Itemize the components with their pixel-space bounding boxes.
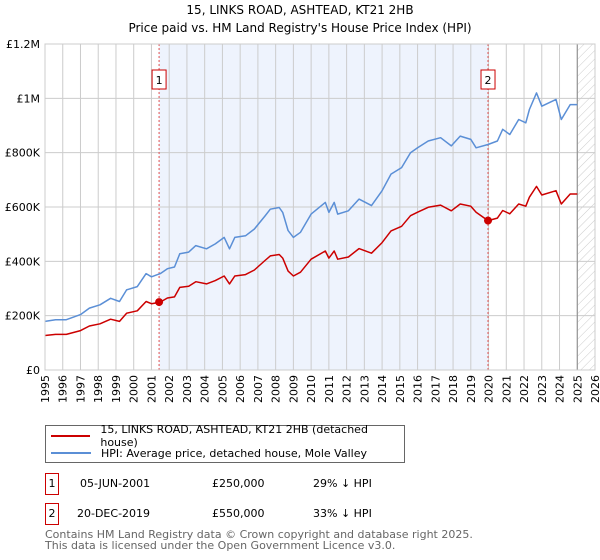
x-tick-label: 2017 (429, 375, 442, 403)
x-tick-label: 2018 (447, 375, 460, 403)
y-tick-label: £1M (17, 92, 41, 105)
x-tick-label: 2014 (376, 375, 389, 403)
x-tick-label: 2010 (305, 375, 318, 403)
x-tick-label: 2001 (145, 375, 158, 403)
x-tick-label: 2011 (323, 375, 336, 403)
sale-number: 2 (45, 503, 59, 525)
sale-marker-box (151, 69, 167, 90)
chart-title: 15, LINKS ROAD, ASHTEAD, KT21 2HB (186, 3, 413, 17)
sale-point (155, 298, 164, 307)
x-tick-label: 2026 (589, 375, 600, 403)
legend-item-hpi: HPI: Average price, detached house, Mole… (51, 445, 367, 461)
y-tick-label: £600K (5, 201, 41, 214)
x-tick-label: 2006 (234, 375, 247, 403)
x-tick-label: 2007 (252, 375, 265, 403)
sale-row-1: 1 05-JUN-2001 £250,000 29% ↓ HPI (45, 473, 545, 495)
legend-label-property: 15, LINKS ROAD, ASHTEAD, KT21 2HB (detac… (100, 423, 368, 449)
sale-marker-label: 2 (485, 74, 492, 87)
x-tick-label: 2022 (518, 375, 531, 403)
sale-price: £250,000 (212, 477, 265, 490)
y-tick-label: £1.2M (6, 38, 40, 51)
x-tick-label: 2015 (394, 375, 407, 403)
legend-swatch-red (51, 435, 91, 437)
legend: 15, LINKS ROAD, ASHTEAD, KT21 2HB (detac… (45, 423, 405, 463)
x-tick-label: 1999 (110, 375, 123, 403)
price-chart: 15, LINKS ROAD, ASHTEAD, KT21 2HB Price … (5, 3, 600, 403)
hpi-line (44, 92, 578, 323)
property-price-line (44, 185, 578, 337)
x-tick-label: 2009 (287, 375, 300, 403)
x-tick-label: 2005 (216, 375, 229, 403)
x-tick-label: 2019 (465, 375, 478, 403)
y-tick-label: £400K (5, 255, 41, 268)
legend-swatch-blue (51, 452, 91, 454)
sale-date: 20-DEC-2019 (77, 507, 151, 520)
sale-delta: 29% ↓ HPI (313, 477, 372, 490)
x-tick-label: 2024 (554, 375, 567, 403)
footer-line-2: This data is licensed under the Open Gov… (45, 539, 396, 552)
legend-label-hpi: HPI: Average price, detached house, Mole… (101, 446, 367, 460)
footer-line-1: Contains HM Land Registry data © Crown c… (45, 528, 473, 541)
x-tick-label: 2020 (483, 375, 496, 403)
x-tick-label: 1996 (57, 375, 70, 403)
plot-frame (44, 43, 596, 371)
y-tick-label: £800K (5, 147, 41, 160)
x-tick-label: 2013 (358, 375, 371, 403)
y-tick-label: £0 (26, 364, 40, 377)
sale-price: £550,000 (212, 507, 265, 520)
legend-item-property: 15, LINKS ROAD, ASHTEAD, KT21 2HB (detac… (51, 423, 404, 449)
x-tick-label: 1995 (39, 375, 52, 403)
y-tick-label: £200K (5, 310, 41, 323)
x-tick-label: 2025 (571, 375, 584, 403)
x-tick-label: 2003 (181, 375, 194, 403)
sale-marker-label: 1 (156, 74, 163, 87)
x-tick-label: 1997 (74, 375, 87, 403)
x-tick-label: 2004 (199, 375, 212, 403)
sale-row-2: 2 20-DEC-2019 £550,000 33% ↓ HPI (45, 503, 545, 525)
x-tick-label: 2000 (128, 375, 141, 403)
x-tick-label: 2012 (341, 375, 354, 403)
x-tick-label: 2021 (500, 375, 513, 403)
x-tick-label: 1998 (92, 375, 105, 403)
x-tick-label: 2016 (412, 375, 425, 403)
sale-delta: 33% ↓ HPI (313, 507, 372, 520)
sale-marker-box (480, 69, 496, 90)
x-tick-label: 2008 (270, 375, 283, 403)
sale-point (484, 216, 493, 225)
sale-number: 1 (45, 473, 59, 495)
chart-subtitle: Price paid vs. HM Land Registry's House … (128, 21, 471, 35)
x-tick-label: 2023 (536, 375, 549, 403)
sale-date: 05-JUN-2001 (80, 477, 151, 490)
x-tick-label: 2002 (163, 375, 176, 403)
footer: Contains HM Land Registry data © Crown c… (45, 529, 473, 551)
